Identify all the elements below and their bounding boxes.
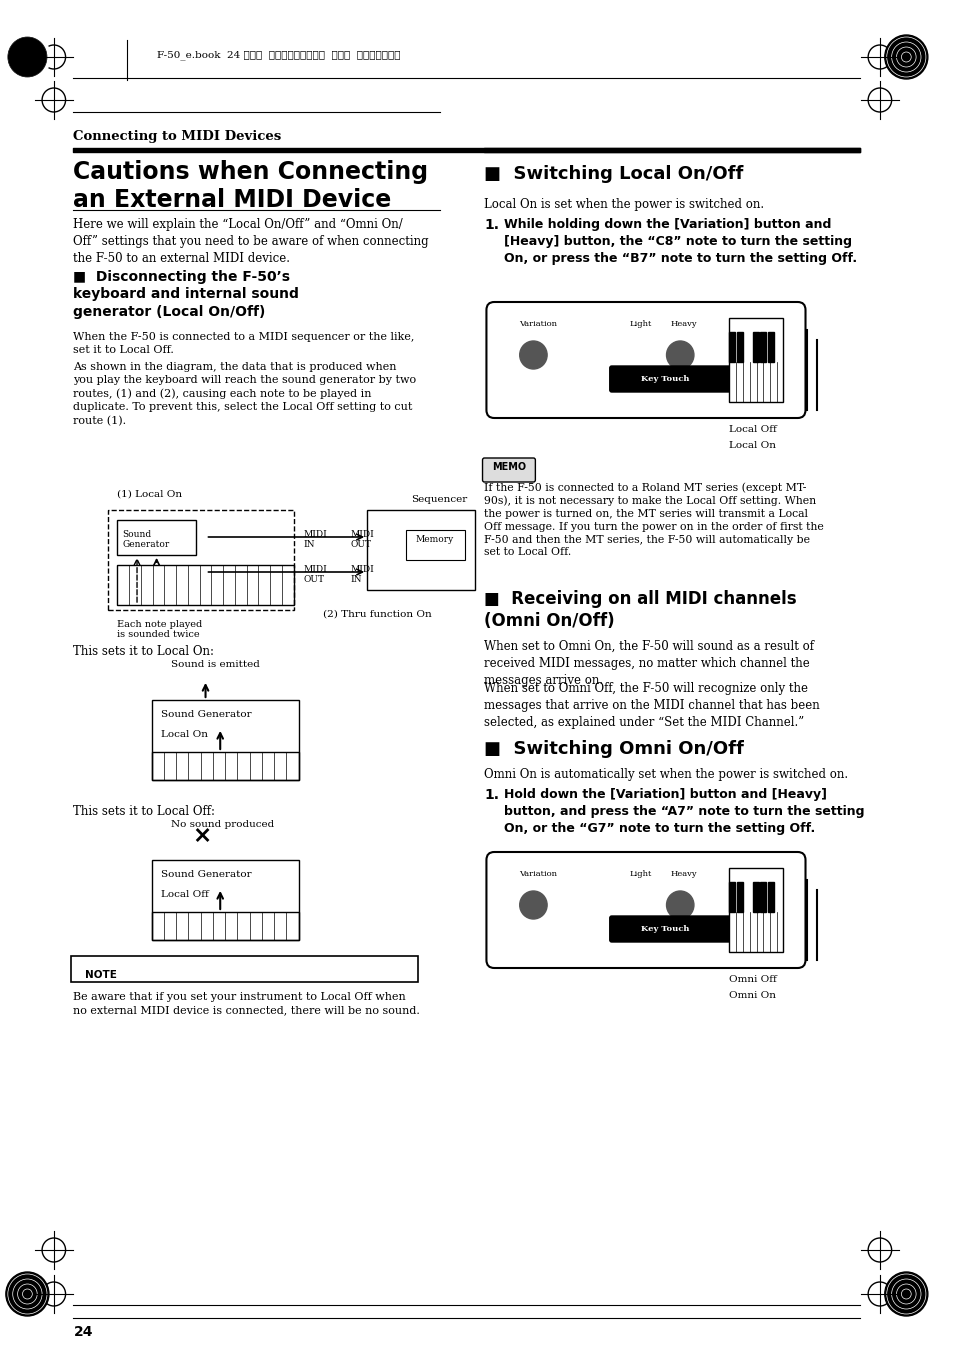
Text: Key Touch: Key Touch bbox=[640, 925, 689, 934]
Text: Sequencer: Sequencer bbox=[411, 494, 467, 504]
Circle shape bbox=[6, 1273, 49, 1316]
Text: Be aware that if you set your instrument to Local Off when
no external MIDI devi: Be aware that if you set your instrument… bbox=[73, 992, 420, 1015]
Text: Key Touch: Key Touch bbox=[640, 376, 689, 382]
Text: MIDI
OUT: MIDI OUT bbox=[350, 530, 374, 550]
FancyBboxPatch shape bbox=[767, 882, 774, 912]
Text: (1) Local On: (1) Local On bbox=[117, 490, 182, 499]
Text: Heavy: Heavy bbox=[670, 320, 697, 328]
Text: Omni On: Omni On bbox=[728, 992, 776, 1000]
Text: ■  Receiving on all MIDI channels
(Omni On/Off): ■ Receiving on all MIDI channels (Omni O… bbox=[484, 590, 797, 630]
Text: Variation: Variation bbox=[518, 870, 557, 878]
FancyBboxPatch shape bbox=[752, 332, 758, 362]
Text: Omni Off: Omni Off bbox=[728, 975, 776, 984]
Text: Local On is set when the power is switched on.: Local On is set when the power is switch… bbox=[484, 199, 763, 211]
FancyBboxPatch shape bbox=[728, 867, 782, 952]
FancyBboxPatch shape bbox=[760, 882, 765, 912]
Text: Connecting to MIDI Devices: Connecting to MIDI Devices bbox=[73, 130, 281, 143]
Text: Light: Light bbox=[629, 870, 651, 878]
FancyBboxPatch shape bbox=[482, 458, 535, 482]
Text: Light: Light bbox=[629, 320, 651, 328]
Text: Each note played
is sounded twice: Each note played is sounded twice bbox=[117, 620, 202, 639]
FancyBboxPatch shape bbox=[609, 366, 730, 392]
Text: Sound Generator: Sound Generator bbox=[161, 711, 252, 719]
Text: No sound produced: No sound produced bbox=[172, 820, 274, 830]
FancyBboxPatch shape bbox=[728, 332, 734, 362]
Text: ■  Switching Local On/Off: ■ Switching Local On/Off bbox=[484, 165, 743, 182]
Circle shape bbox=[519, 340, 547, 369]
FancyBboxPatch shape bbox=[609, 916, 730, 942]
Text: (2) Thru function On: (2) Thru function On bbox=[323, 611, 432, 619]
FancyBboxPatch shape bbox=[760, 332, 765, 362]
Circle shape bbox=[883, 1273, 927, 1316]
Text: MIDI
IN: MIDI IN bbox=[350, 565, 374, 585]
Text: F-50_e.book  24 ページ  ２００５年２月２日  水曜日  午後５時１１分: F-50_e.book 24 ページ ２００５年２月２日 水曜日 午後５時１１分 bbox=[156, 50, 399, 59]
Text: While holding down the [Variation] button and
[Heavy] button, the “C8” note to t: While holding down the [Variation] butto… bbox=[503, 218, 857, 265]
Text: ■  Disconnecting the F-50’s
keyboard and internal sound
generator (Local On/Off): ■ Disconnecting the F-50’s keyboard and … bbox=[73, 270, 299, 319]
FancyBboxPatch shape bbox=[752, 882, 758, 912]
Text: When set to Omni On, the F-50 will sound as a result of
received MIDI messages, : When set to Omni On, the F-50 will sound… bbox=[484, 640, 814, 688]
FancyBboxPatch shape bbox=[737, 332, 742, 362]
Text: Sound Generator: Sound Generator bbox=[161, 870, 252, 880]
Text: NOTE: NOTE bbox=[85, 970, 117, 979]
FancyBboxPatch shape bbox=[767, 332, 774, 362]
Text: Variation: Variation bbox=[518, 320, 557, 328]
Text: Sound
Generator: Sound Generator bbox=[122, 530, 170, 550]
Text: This sets it to Local On:: This sets it to Local On: bbox=[73, 644, 214, 658]
Text: ■  Switching Omni On/Off: ■ Switching Omni On/Off bbox=[484, 740, 743, 758]
Text: When the F-50 is connected to a MIDI sequencer or the like,
set it to Local Off.: When the F-50 is connected to a MIDI seq… bbox=[73, 332, 415, 355]
Text: Sound is emitted: Sound is emitted bbox=[172, 661, 260, 669]
Text: This sets it to Local Off:: This sets it to Local Off: bbox=[73, 805, 215, 817]
Text: Cautions when Connecting
an External MIDI Device: Cautions when Connecting an External MID… bbox=[73, 159, 428, 212]
Text: Memory: Memory bbox=[416, 535, 454, 544]
Text: Heavy: Heavy bbox=[670, 870, 697, 878]
Text: MIDI
OUT: MIDI OUT bbox=[303, 565, 327, 585]
Text: As shown in the diagram, the data that is produced when
you play the keyboard wi: As shown in the diagram, the data that i… bbox=[73, 362, 416, 426]
Text: Local On: Local On bbox=[161, 730, 209, 739]
Text: MIDI
IN: MIDI IN bbox=[303, 530, 327, 550]
Text: Hold down the [Variation] button and [Heavy]
button, and press the “A7” note to : Hold down the [Variation] button and [He… bbox=[503, 788, 863, 835]
Text: If the F-50 is connected to a Roland MT series (except MT-
90s), it is not neces: If the F-50 is connected to a Roland MT … bbox=[484, 482, 823, 558]
Text: MEMO: MEMO bbox=[492, 462, 526, 471]
Circle shape bbox=[666, 892, 693, 919]
Text: 1.: 1. bbox=[484, 218, 499, 232]
FancyBboxPatch shape bbox=[728, 317, 782, 403]
Text: When set to Omni Off, the F-50 will recognize only the
messages that arrive on t: When set to Omni Off, the F-50 will reco… bbox=[484, 682, 820, 730]
Text: Local On: Local On bbox=[728, 440, 776, 450]
Circle shape bbox=[666, 340, 693, 369]
Circle shape bbox=[6, 35, 49, 78]
Text: Local Off: Local Off bbox=[728, 426, 776, 434]
Text: 24: 24 bbox=[73, 1325, 92, 1339]
Circle shape bbox=[631, 345, 650, 365]
FancyBboxPatch shape bbox=[737, 882, 742, 912]
Text: Omni On is automatically set when the power is switched on.: Omni On is automatically set when the po… bbox=[484, 767, 848, 781]
Circle shape bbox=[883, 35, 927, 78]
Circle shape bbox=[631, 894, 650, 915]
Text: 1.: 1. bbox=[484, 788, 499, 802]
FancyBboxPatch shape bbox=[728, 882, 734, 912]
Text: Here we will explain the “Local On/Off” and “Omni On/
Off” settings that you nee: Here we will explain the “Local On/Off” … bbox=[73, 218, 429, 265]
Circle shape bbox=[519, 892, 547, 919]
Text: Local Off: Local Off bbox=[161, 890, 209, 898]
